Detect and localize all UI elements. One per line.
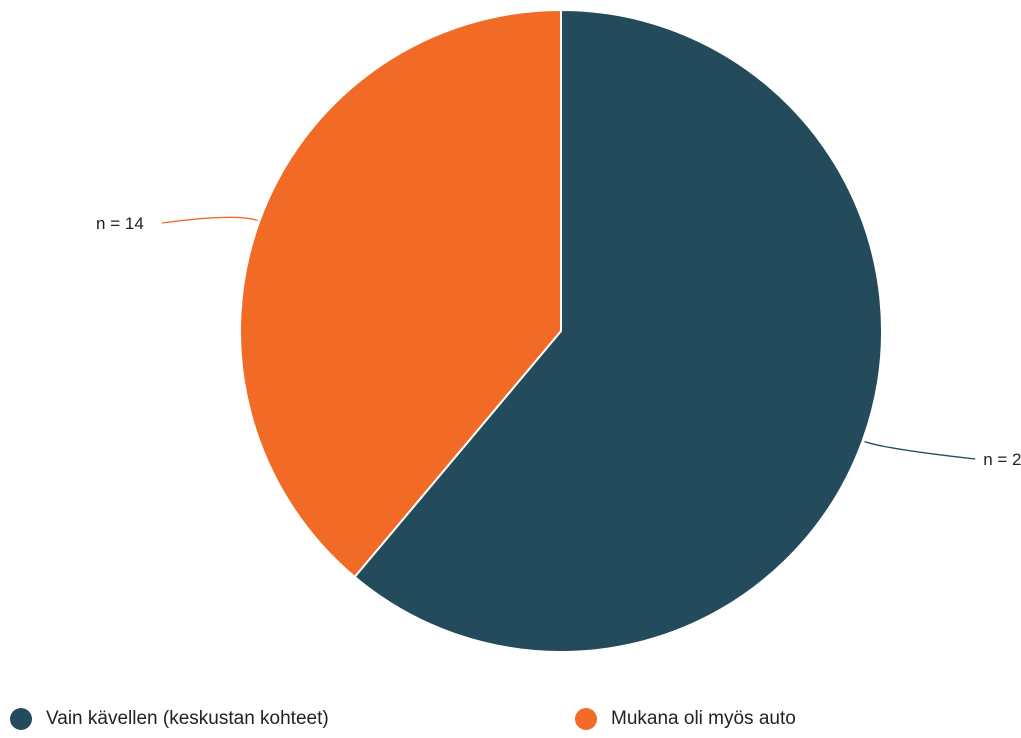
legend-label-walking-only: Vain kävellen (keskustan kohteet) <box>46 708 329 729</box>
legend: Vain kävellen (keskustan kohteet) Mukana… <box>0 700 1021 738</box>
legend-marker-walking-only <box>10 708 32 730</box>
data-label-walking-only: n = 22 <box>983 450 1021 469</box>
data-label-car-included: n = 14 <box>96 214 144 233</box>
pie-slice-walking-only[interactable] <box>353 8 883 653</box>
legend-item-car-included[interactable]: Mukana oli myös auto <box>575 708 796 730</box>
pie-slice-car-included[interactable] <box>239 8 562 579</box>
leader-line-walking-only <box>864 440 976 460</box>
legend-item-walking-only[interactable]: Vain kävellen (keskustan kohteet) <box>10 708 329 730</box>
legend-label-car-included: Mukana oli myös auto <box>611 708 796 729</box>
leader-line-car-included <box>161 216 258 224</box>
legend-marker-car-included <box>575 708 597 730</box>
